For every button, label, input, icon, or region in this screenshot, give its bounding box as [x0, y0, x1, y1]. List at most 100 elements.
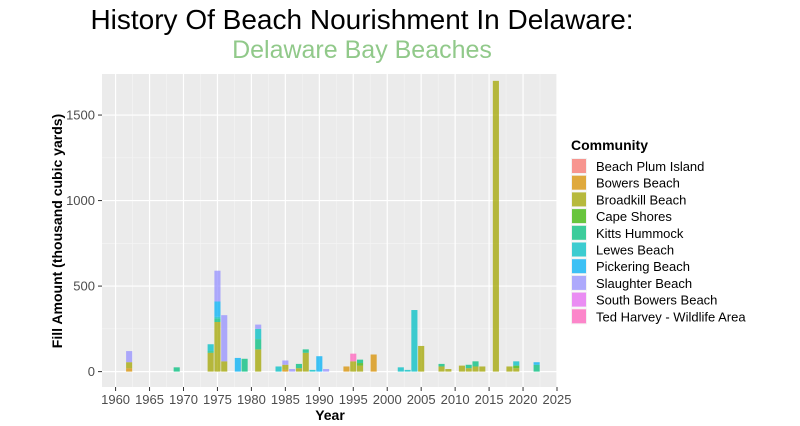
y-tick-label: 1500	[66, 108, 95, 123]
bar-kitts-hummock	[357, 359, 364, 364]
legend-swatch	[572, 242, 586, 257]
bar-cape-shores	[513, 365, 520, 369]
bar-ted-harvey-wildlife-area	[350, 353, 357, 362]
legend-label: Lewes Beach	[596, 243, 674, 258]
bar-slaughter-beach	[214, 270, 221, 302]
bar-lewes-beach	[214, 316, 221, 319]
x-tick-label: 2005	[407, 392, 436, 407]
legend-swatch	[572, 225, 586, 240]
bar-kitts-hummock	[173, 367, 180, 372]
bar-kitts-hummock	[465, 364, 472, 369]
x-tick-label: 1965	[135, 392, 164, 407]
x-tick-label: 2020	[509, 392, 538, 407]
x-tick-label: 2000	[373, 392, 402, 407]
legend-label: Slaughter Beach	[596, 276, 692, 291]
bar-broadkill-beach	[302, 352, 309, 372]
bar-kitts-hummock	[472, 361, 479, 367]
bar-lewes-beach	[309, 369, 316, 372]
y-axis-ticks: 0 500 1000 1500	[66, 108, 102, 379]
x-tick-label: 1960	[101, 392, 130, 407]
bar-bowers-beach	[343, 366, 350, 372]
bar-cape-shores	[357, 363, 364, 366]
x-tick-label: 2010	[441, 392, 470, 407]
legend-swatch	[572, 192, 586, 207]
legend-label: Ted Harvey - Wildlife Area	[596, 309, 746, 324]
x-axis-label: Year	[315, 407, 345, 423]
bar-broadkill-beach	[458, 365, 465, 372]
x-tick-label: 2025	[543, 392, 572, 407]
bar-slaughter-beach	[282, 360, 289, 365]
legend-label: Kitts Hummock	[596, 226, 684, 241]
legend-label: Cape Shores	[596, 209, 672, 224]
chart-title: History Of Beach Nourishment In Delaware…	[90, 4, 633, 35]
legend-swatch	[572, 275, 586, 290]
bar-broadkill-beach	[214, 322, 221, 372]
bar-kitts-hummock	[533, 364, 540, 372]
x-tick-label: 1990	[305, 392, 334, 407]
legend-swatch	[572, 159, 586, 173]
bar-bowers-beach	[126, 368, 133, 372]
bar-broadkill-beach	[282, 364, 289, 370]
legend: Community Beach Plum Island Bowers BeachB…	[571, 137, 746, 325]
y-axis-label: Fill Amount (thousand cubic yards)	[49, 114, 65, 348]
legend-label: South Bowers Beach	[596, 293, 717, 308]
bar-broadkill-beach	[472, 366, 479, 372]
bar-lewes-beach	[513, 361, 520, 366]
plot-panel	[102, 74, 557, 387]
bar-kitts-hummock	[302, 349, 309, 353]
x-tick-label: 1985	[271, 392, 300, 407]
x-tick-label: 1975	[203, 392, 232, 407]
bar-kitts-hummock	[438, 363, 445, 367]
bar-slaughter-beach	[323, 369, 330, 372]
bar-kitts-hummock	[207, 351, 214, 353]
bar-kitts-hummock	[255, 339, 262, 350]
bar-broadkill-beach	[513, 368, 520, 372]
bar-slaughter-beach	[221, 315, 228, 362]
legend-swatch	[572, 259, 586, 274]
chart-subtitle: Delaware Bay Beaches	[232, 36, 492, 64]
bar-lewes-beach	[255, 328, 262, 340]
legend-swatch	[572, 175, 586, 190]
bar-broadkill-beach	[506, 366, 513, 372]
bar-broadkill-beach	[207, 352, 214, 372]
legend-swatch	[572, 292, 586, 307]
x-tick-label: 1995	[339, 392, 368, 407]
bar-broadkill-beach	[350, 361, 357, 372]
bar-broadkill-beach	[479, 366, 486, 372]
y-tick-label: 500	[73, 279, 95, 294]
legend-swatch	[572, 309, 586, 324]
bar-pickering-beach	[234, 357, 241, 372]
bar-slaughter-beach	[289, 369, 296, 372]
bars	[126, 80, 540, 372]
bar-broadkill-beach	[465, 368, 472, 372]
x-tick-label: 1970	[169, 392, 198, 407]
bar-broadkill-beach	[295, 368, 302, 372]
bar-lewes-beach	[411, 310, 418, 372]
x-tick-label: 2015	[475, 392, 504, 407]
bar-lewes-beach	[207, 344, 214, 352]
bar-broadkill-beach	[255, 349, 262, 372]
bar-broadkill-beach	[438, 366, 445, 372]
bar-kitts-hummock	[295, 363, 302, 369]
bar-bowers-beach	[282, 369, 289, 372]
bar-slaughter-beach	[126, 351, 133, 363]
grid-lines	[102, 74, 558, 387]
legend-swatch	[572, 209, 586, 224]
x-tick-label: 1980	[237, 392, 266, 407]
bar-pickering-beach	[533, 362, 540, 365]
bar-broadkill-beach	[445, 369, 452, 372]
bar-pickering-beach	[214, 301, 221, 317]
y-tick-label: 0	[88, 364, 95, 379]
bar-broadkill-beach	[418, 345, 425, 372]
bar-broadkill-beach	[126, 362, 133, 369]
bar-lewes-beach	[404, 369, 411, 372]
bar-kitts-hummock	[241, 358, 248, 372]
legend-label: Broadkill Beach	[596, 192, 686, 207]
bar-broadkill-beach	[492, 80, 499, 372]
x-axis-ticks: 1960 1965 1970 1975 1980 1985 1990 1995 2000 2005…	[101, 387, 571, 407]
bar-lewes-beach	[397, 367, 404, 372]
legend-title: Community	[571, 137, 648, 153]
bar-slaughter-beach	[255, 324, 262, 329]
bar-broadkill-beach	[357, 365, 364, 372]
